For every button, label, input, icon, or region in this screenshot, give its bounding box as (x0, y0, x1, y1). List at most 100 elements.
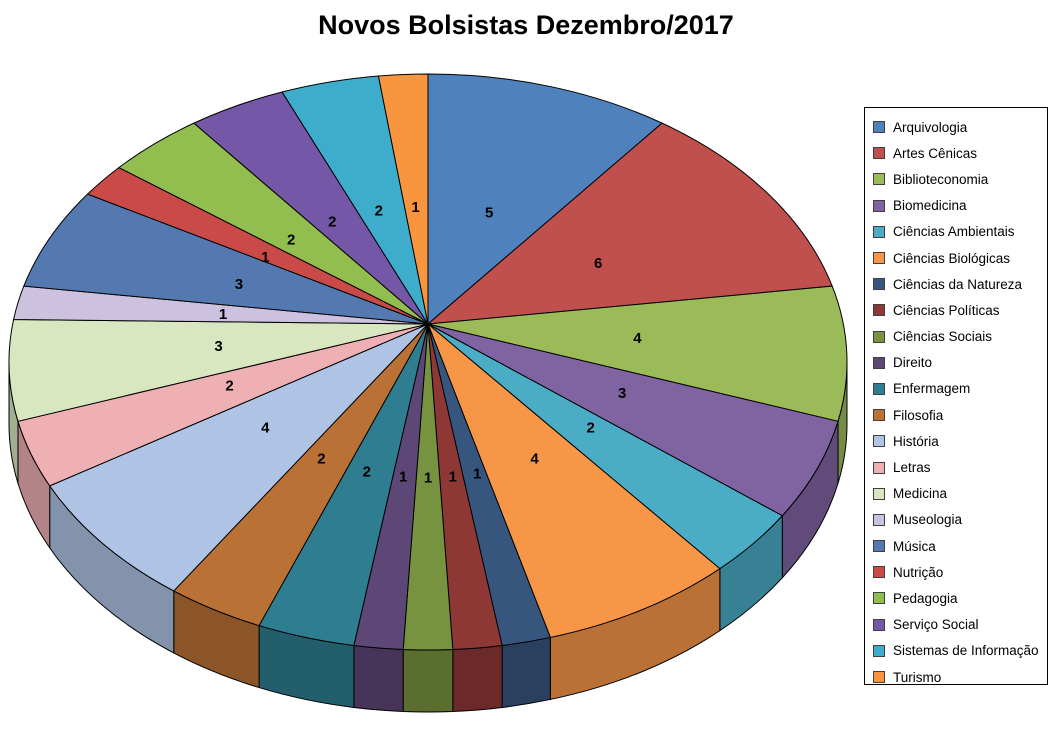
legend-swatch-icon (873, 173, 885, 186)
legend-swatch-icon (873, 225, 885, 238)
slice-value-label: 2 (225, 377, 233, 394)
legend-item-label: Filosofia (893, 407, 944, 423)
legend-item[interactable]: Turismo (873, 664, 1047, 690)
slice-value-label: 3 (618, 385, 626, 402)
legend-swatch-icon (873, 304, 885, 317)
legend-item[interactable]: Medicina (873, 481, 1047, 507)
legend-item-label: Museologia (893, 512, 963, 528)
legend-swatch-icon (873, 592, 885, 605)
pie-slice[interactable] (8, 318, 429, 422)
slice-value-label: 1 (399, 469, 407, 486)
pie-slice[interactable] (426, 122, 833, 325)
legend-item[interactable]: Sistemas de Informação (873, 638, 1047, 664)
legend-item[interactable]: Ciências Ambientais (873, 219, 1047, 245)
legend-swatch-icon (873, 487, 885, 500)
legend-swatch-icon (873, 121, 885, 134)
legend-item[interactable]: Biblioteconomia (873, 166, 1047, 192)
legend-item-label: Artes Cênicas (893, 145, 978, 161)
legend-item-label: Medicina (893, 486, 948, 502)
legend[interactable]: Arquivologia Artes Cênicas Biblioteconomia… (864, 107, 1048, 685)
slice-value-label: 3 (235, 276, 243, 293)
pie-slice[interactable] (427, 323, 839, 517)
legend-item[interactable]: Ciências Biológicas (873, 245, 1047, 271)
pie-slice[interactable] (48, 323, 429, 592)
slice-value-label: 3 (214, 338, 222, 355)
pie-slice-side (353, 644, 404, 713)
chart-title: Novos Bolsistas Dezembro/2017 (318, 10, 734, 40)
slice-value-label: 1 (449, 469, 457, 486)
legend-item[interactable]: Museologia (873, 507, 1047, 533)
legend-item-label: Enfermagem (893, 381, 971, 397)
legend-swatch-icon (873, 382, 885, 395)
legend-item-label: Sistemas de Informação (893, 643, 1039, 659)
legend-swatch-icon (873, 513, 885, 526)
legend-item[interactable]: Nutrição (873, 559, 1047, 585)
legend-item-label: Nutrição (893, 564, 944, 580)
slice-value-label: 4 (633, 330, 642, 347)
legend-swatch-icon (873, 618, 885, 631)
slice-value-label: 2 (328, 214, 336, 231)
legend-item-label: Ciências Biológicas (893, 250, 1011, 266)
slice-value-label: 4 (530, 451, 539, 468)
slice-value-label: 2 (375, 203, 383, 220)
slice-value-label: 1 (473, 466, 481, 483)
legend-item-label: Turismo (893, 669, 942, 685)
slice-value-label: 1 (424, 469, 432, 486)
legend-item[interactable]: Serviço Social (873, 612, 1047, 638)
slice-value-label: 6 (594, 255, 602, 272)
legend-swatch-icon (873, 147, 885, 160)
legend-item-label: Ciências da Natureza (893, 276, 1023, 292)
legend-swatch-icon (873, 540, 885, 553)
legend-item[interactable]: Arquivologia (873, 114, 1047, 140)
legend-item-label: Biomedicina (893, 198, 967, 214)
legend-swatch-icon (873, 356, 885, 369)
legend-item[interactable]: Ciências Sociais (873, 324, 1047, 350)
legend-item-label: Arquivologia (893, 119, 968, 135)
pie-slice-side (501, 636, 551, 709)
legend-item[interactable]: Pedagogia (873, 585, 1047, 611)
legend-item-label: Música (893, 538, 936, 554)
legend-swatch-icon (873, 409, 885, 422)
legend-item[interactable]: Enfermagem (873, 376, 1047, 402)
pie-slice-side (402, 648, 454, 713)
legend-item[interactable]: Biomedicina (873, 193, 1047, 219)
legend-swatch-icon (873, 252, 885, 265)
pie-slice[interactable] (23, 193, 429, 325)
pie-slice-side (452, 644, 503, 713)
legend-item[interactable]: Filosofia (873, 402, 1047, 428)
legend-item[interactable]: Letras (873, 454, 1047, 480)
slice-value-label: 2 (587, 419, 595, 436)
legend-item-label: Pedagogia (893, 590, 958, 606)
legend-item-label: Biblioteconomia (893, 171, 989, 187)
legend-item[interactable]: História (873, 428, 1047, 454)
legend-swatch-icon (873, 644, 885, 657)
legend-item-label: Ciências Ambientais (893, 224, 1015, 240)
legend-swatch-icon (873, 199, 885, 212)
slice-value-label: 2 (287, 232, 295, 249)
pie-slice[interactable] (427, 73, 663, 326)
legend-swatch-icon (873, 330, 885, 343)
legend-swatch-icon (873, 566, 885, 579)
legend-item[interactable]: Ciências da Natureza (873, 271, 1047, 297)
pie-slice[interactable] (427, 285, 848, 422)
legend-swatch-icon (873, 278, 885, 291)
slice-value-label: 2 (363, 464, 371, 481)
legend-swatch-icon (873, 435, 885, 448)
slice-value-label: 1 (411, 199, 419, 216)
legend-item-label: Letras (893, 460, 931, 476)
legend-item-label: História (893, 433, 939, 449)
legend-item[interactable]: Música (873, 533, 1047, 559)
slice-value-label: 5 (485, 205, 493, 222)
legend-item[interactable]: Artes Cênicas (873, 140, 1047, 166)
pie-slice[interactable] (377, 73, 429, 325)
pie-slice[interactable] (427, 323, 721, 639)
legend-item-label: Direito (893, 355, 933, 371)
legend-item-label: Serviço Social (893, 617, 979, 633)
legend-item[interactable]: Direito (873, 350, 1047, 376)
slice-value-label: 1 (261, 249, 269, 266)
slice-value-label: 1 (219, 306, 227, 323)
slice-value-label: 4 (261, 419, 270, 436)
legend-swatch-icon (873, 671, 885, 684)
legend-item[interactable]: Ciências Políticas (873, 297, 1047, 323)
